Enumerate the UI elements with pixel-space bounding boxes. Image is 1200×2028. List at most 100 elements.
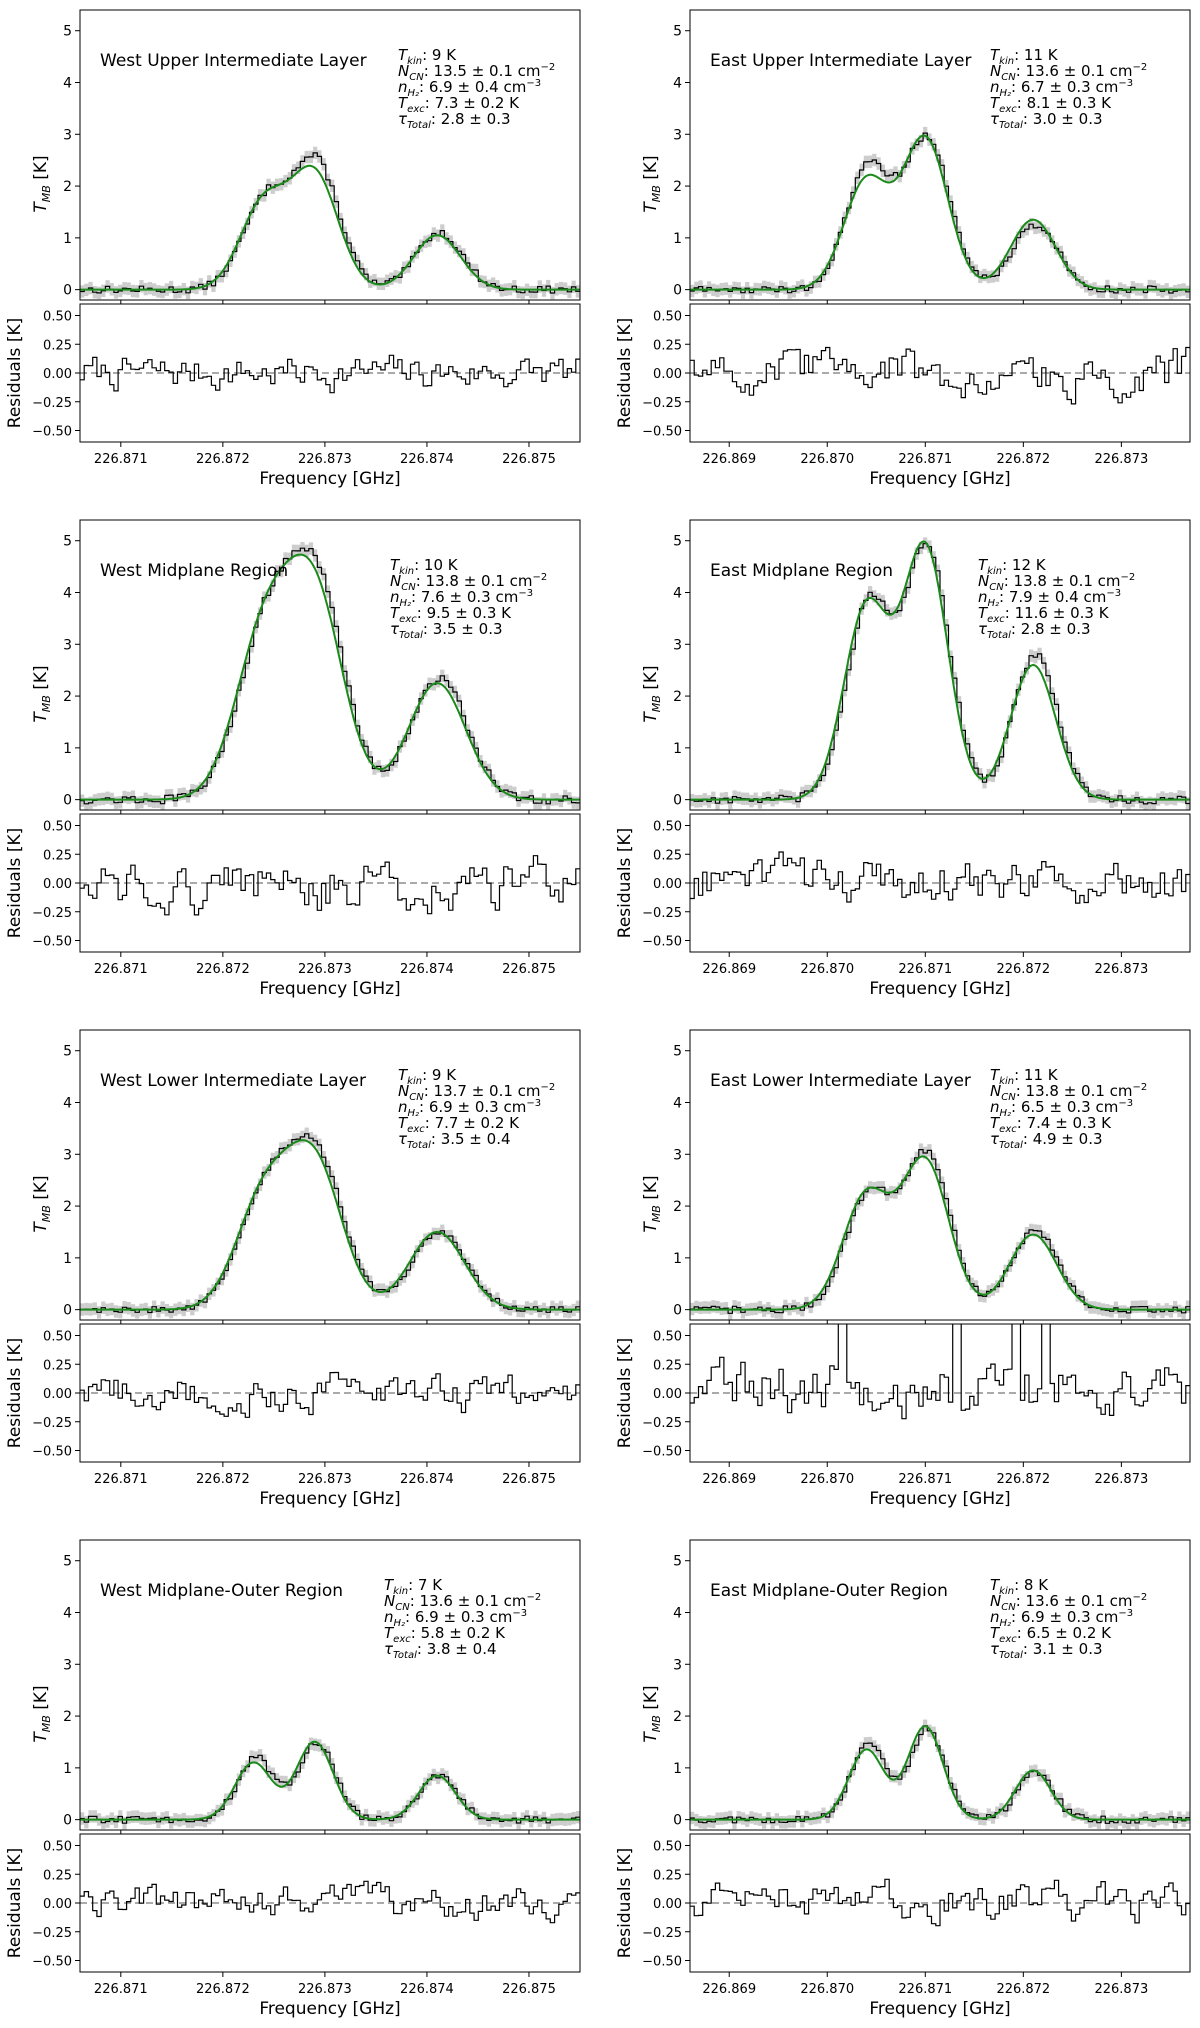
param-symbol: n: [990, 78, 1000, 96]
param-value: 9 K: [432, 46, 457, 64]
top-ylabel-main: T: [641, 201, 661, 213]
panel-title: West Midplane Region: [100, 561, 288, 581]
param-subscript: Total: [407, 120, 431, 131]
param-colon: :: [1017, 1114, 1027, 1132]
model-fit-line: [690, 134, 1190, 291]
param-colon: :: [424, 62, 434, 80]
param-line: Tkin: 9 K: [398, 1066, 457, 1087]
top-plot-area: [690, 126, 1190, 300]
param-value: 5.8 ± 0.2 K: [421, 1624, 507, 1642]
param-line: τTotal: 3.0 ± 0.3: [990, 110, 1103, 131]
top-ylabel: TMB [K]: [31, 665, 53, 722]
top-ytick-label: 4: [673, 586, 682, 602]
top-plot-area: [690, 537, 1190, 810]
param-value: 3.5 ± 0.3: [433, 620, 503, 638]
param-value: 6.9 ± 0.4 cm: [429, 78, 526, 96]
param-line: Texc: 7.4 ± 0.3 K: [990, 1114, 1112, 1135]
resid-ytick-label: 0.00: [43, 367, 72, 382]
top-axes-frame: [79, 1539, 581, 1831]
param-symbol: n: [384, 1608, 394, 1626]
param-subscript: CN: [1001, 1602, 1016, 1613]
param-value: 13.8 ± 0.1 cm: [426, 572, 533, 590]
param-symbol: T: [384, 1576, 395, 1594]
resid-ytick-label: −0.50: [32, 1955, 72, 1970]
resid-ytick-label: 0.50: [43, 310, 72, 325]
param-subscript: H₂: [1000, 88, 1012, 99]
top-ylabel: TMB [K]: [31, 1175, 53, 1232]
resid-ytick-label: −0.50: [642, 935, 682, 950]
param-subscript: exc: [987, 614, 1005, 625]
param-superscript: −2: [1121, 572, 1136, 583]
resid-ytick-label: 0.50: [653, 1330, 682, 1345]
top-ytick-label: 2: [673, 179, 682, 195]
param-symbol: τ: [398, 110, 408, 128]
param-superscript: −2: [1133, 1082, 1148, 1093]
param-colon: :: [424, 1082, 434, 1100]
param-colon: :: [422, 46, 432, 64]
top-ytick-label: 1: [673, 231, 682, 247]
param-line: nH₂: 6.9 ± 0.3 cm−3: [384, 1608, 527, 1629]
param-value: 13.6 ± 0.1 cm: [1026, 62, 1133, 80]
param-subscript: exc: [399, 614, 417, 625]
panel-title: West Midplane-Outer Region: [100, 1581, 343, 1601]
param-superscript: −3: [526, 78, 541, 89]
top-ytick-label: 2: [63, 689, 72, 705]
top-ytick-label: 3: [673, 637, 682, 653]
param-line: τTotal: 2.8 ± 0.3: [978, 620, 1091, 641]
param-symbol: n: [390, 588, 400, 606]
top-ylabel-unit: [K]: [641, 1685, 661, 1715]
resid-ylabel: Residuals [K]: [615, 318, 635, 428]
param-subscript: CN: [409, 72, 424, 83]
param-line: Texc: 6.5 ± 0.2 K: [990, 1624, 1112, 1645]
top-ylabel: TMB [K]: [31, 155, 53, 212]
param-line: τTotal: 2.8 ± 0.3: [398, 110, 511, 131]
param-subscript: H₂: [1000, 1618, 1012, 1629]
top-axes-frame: [79, 1029, 581, 1321]
top-ytick-label: 3: [63, 1657, 72, 1673]
param-subscript: CN: [409, 1092, 424, 1103]
param-symbol: τ: [990, 1640, 1000, 1658]
param-colon: :: [1023, 1640, 1033, 1658]
top-ytick-label: 4: [63, 1096, 72, 1112]
xtick-label: 226.871: [94, 1472, 148, 1487]
param-symbol: τ: [978, 620, 988, 638]
residual-step-line: [690, 346, 1190, 405]
param-value: 3.0 ± 0.3: [1033, 110, 1103, 128]
top-ylabel-main: T: [641, 1731, 661, 1743]
top-axes-frame: [79, 519, 581, 811]
xlabel: Frequency [GHz]: [869, 469, 1010, 489]
xtick-label: 226.875: [502, 452, 556, 467]
xtick-label: 226.871: [898, 452, 952, 467]
param-value: 13.5 ± 0.1 cm: [434, 62, 541, 80]
model-fit-line: [690, 540, 1190, 801]
param-colon: :: [408, 1576, 418, 1594]
param-value: 10 K: [424, 556, 459, 574]
top-ytick-label: 1: [673, 741, 682, 757]
param-colon: :: [1011, 620, 1021, 638]
resid-ytick-label: −0.50: [642, 1955, 682, 1970]
top-ylabel-main: T: [31, 711, 51, 723]
param-value: 11.6 ± 0.3 K: [1015, 604, 1110, 622]
param-symbol: T: [390, 556, 401, 574]
top-plot-area: [80, 541, 580, 810]
data-step-line: [80, 1133, 580, 1314]
param-line: Tkin: 11 K: [990, 1066, 1059, 1087]
param-symbol: N: [398, 1082, 409, 1100]
param-colon: :: [411, 1624, 421, 1642]
xtick-label: 226.871: [898, 962, 952, 977]
param-subscript: Total: [999, 120, 1023, 131]
param-colon: :: [1016, 62, 1026, 80]
top-ylabel: TMB [K]: [641, 1175, 663, 1232]
param-value: 11 K: [1024, 46, 1059, 64]
residual-step-line: [690, 1878, 1190, 1927]
top-plot-area: [80, 146, 580, 300]
resid-plot-area: [80, 855, 580, 916]
panel-title: East Midplane Region: [710, 561, 893, 581]
param-line: τTotal: 3.8 ± 0.4: [384, 1640, 497, 1661]
param-subscript: exc: [407, 1124, 425, 1135]
xtick-label: 226.869: [702, 452, 756, 467]
param-colon: :: [1023, 1130, 1033, 1148]
xtick-label: 226.871: [94, 452, 148, 467]
